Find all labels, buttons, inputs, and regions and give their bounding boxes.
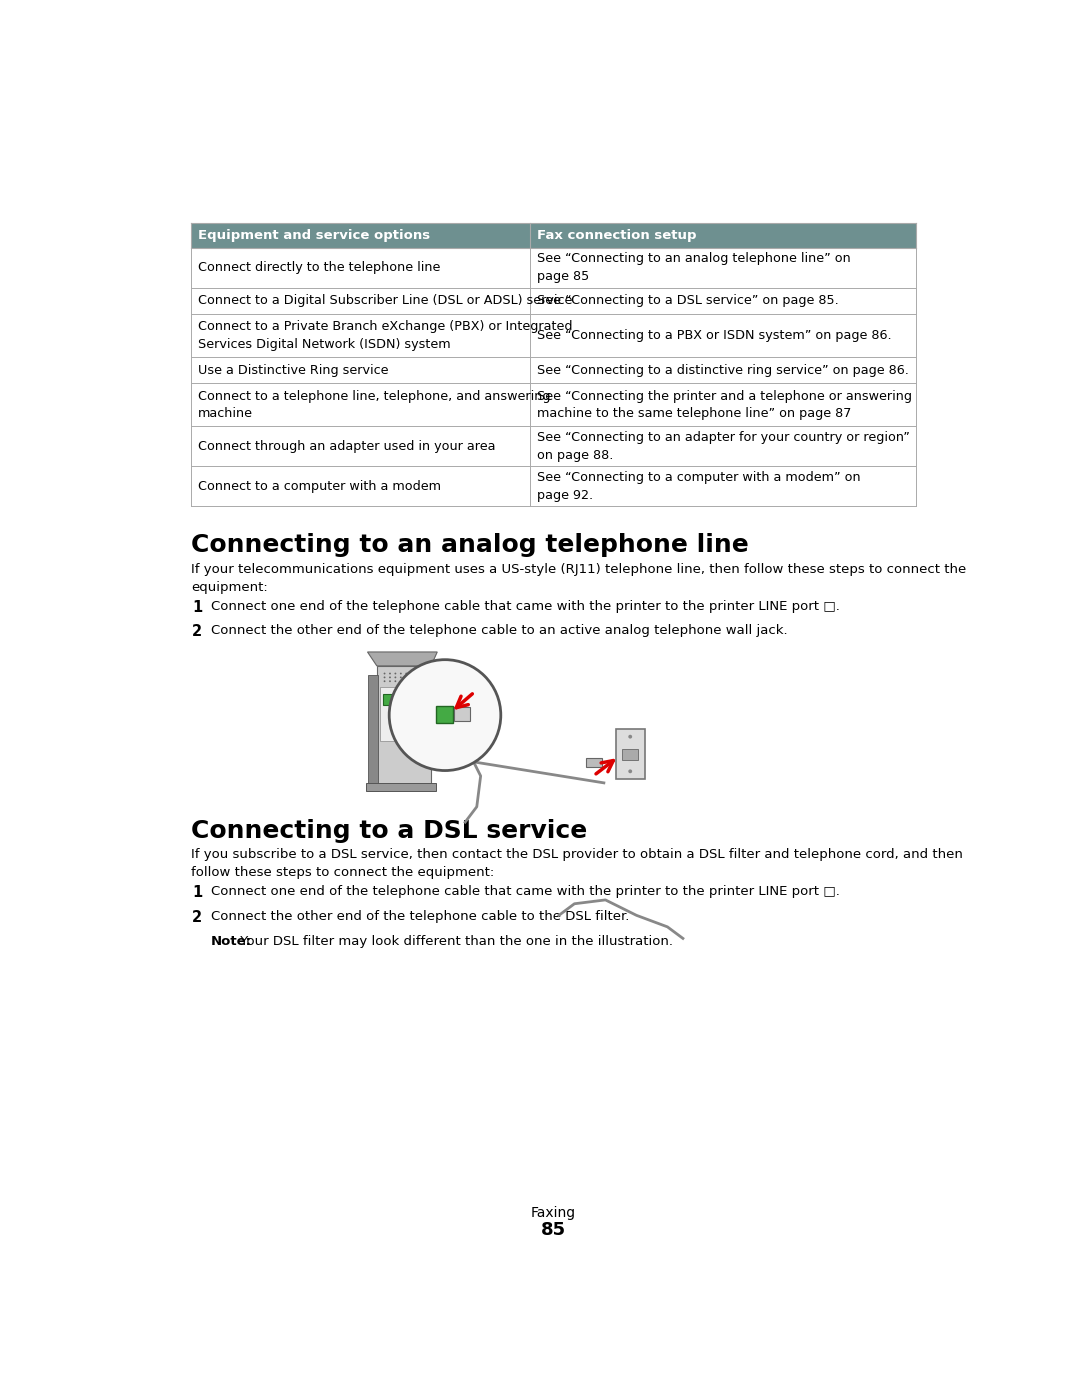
Text: Connect the other end of the telephone cable to an active analog telephone wall : Connect the other end of the telephone c… bbox=[211, 624, 787, 637]
Circle shape bbox=[400, 676, 402, 679]
Circle shape bbox=[389, 672, 391, 675]
Text: Connect to a computer with a modem: Connect to a computer with a modem bbox=[198, 481, 441, 493]
Circle shape bbox=[394, 676, 396, 679]
Text: Connect to a Digital Subscriber Line (DSL or ADSL) service: Connect to a Digital Subscriber Line (DS… bbox=[198, 295, 572, 307]
Bar bbox=[366, 782, 435, 791]
Text: Connecting to an analog telephone line: Connecting to an analog telephone line bbox=[191, 534, 748, 557]
Circle shape bbox=[405, 680, 407, 682]
Bar bbox=[191, 288, 916, 314]
Text: Connect the other end of the telephone cable to the DSL filter.: Connect the other end of the telephone c… bbox=[211, 909, 630, 923]
Text: 2: 2 bbox=[192, 909, 202, 925]
Text: See “Connecting to a computer with a modem” on
page 92.: See “Connecting to a computer with a mod… bbox=[537, 471, 861, 502]
Circle shape bbox=[389, 676, 391, 679]
Circle shape bbox=[400, 680, 402, 682]
Bar bbox=[455, 707, 470, 721]
Circle shape bbox=[405, 676, 407, 679]
Circle shape bbox=[383, 672, 386, 675]
Text: 1: 1 bbox=[192, 599, 203, 615]
Bar bbox=[435, 705, 453, 722]
Circle shape bbox=[410, 680, 413, 682]
Text: Connect to a telephone line, telephone, and answering
machine: Connect to a telephone line, telephone, … bbox=[198, 390, 551, 420]
Circle shape bbox=[410, 672, 413, 675]
Text: See “Connecting to an analog telephone line” on
page 85: See “Connecting to an analog telephone l… bbox=[537, 253, 851, 284]
Bar bbox=[622, 749, 638, 760]
Polygon shape bbox=[367, 652, 437, 666]
Text: 85: 85 bbox=[541, 1221, 566, 1239]
Bar bbox=[383, 694, 395, 705]
Bar bbox=[380, 686, 428, 740]
Text: Equipment and service options: Equipment and service options bbox=[198, 229, 430, 242]
Text: 1: 1 bbox=[192, 886, 203, 900]
Text: Note:: Note: bbox=[211, 935, 252, 947]
Bar bbox=[191, 383, 916, 426]
Circle shape bbox=[410, 676, 413, 679]
Text: 2: 2 bbox=[192, 624, 202, 640]
Bar bbox=[191, 314, 916, 358]
Text: See “Connecting the printer and a telephone or answering
machine to the same tel: See “Connecting the printer and a teleph… bbox=[537, 390, 913, 420]
Bar bbox=[428, 696, 442, 705]
Circle shape bbox=[383, 680, 386, 682]
Bar bbox=[616, 729, 645, 780]
Text: If your telecommunications equipment uses a US-style (RJ11) telephone line, then: If your telecommunications equipment use… bbox=[191, 563, 966, 594]
Circle shape bbox=[400, 672, 402, 675]
Text: Connect one end of the telephone cable that came with the printer to the printer: Connect one end of the telephone cable t… bbox=[211, 886, 840, 898]
Text: See “Connecting to an adapter for your country or region”
on page 88.: See “Connecting to an adapter for your c… bbox=[537, 432, 910, 461]
Circle shape bbox=[394, 672, 396, 675]
Text: Connect directly to the telephone line: Connect directly to the telephone line bbox=[198, 261, 441, 274]
Text: Connect to a Private Branch eXchange (PBX) or Integrated
Services Digital Networ: Connect to a Private Branch eXchange (PB… bbox=[198, 320, 572, 351]
Circle shape bbox=[389, 680, 391, 682]
Text: Connect one end of the telephone cable that came with the printer to the printer: Connect one end of the telephone cable t… bbox=[211, 599, 840, 613]
Bar bbox=[191, 467, 916, 507]
Circle shape bbox=[629, 770, 632, 774]
Text: Connecting to a DSL service: Connecting to a DSL service bbox=[191, 819, 588, 842]
Bar bbox=[191, 358, 916, 383]
Circle shape bbox=[629, 735, 632, 739]
Circle shape bbox=[405, 672, 407, 675]
Circle shape bbox=[389, 659, 501, 771]
Text: Faxing: Faxing bbox=[531, 1206, 576, 1220]
Text: See “Connecting to a DSL service” on page 85.: See “Connecting to a DSL service” on pag… bbox=[537, 295, 839, 307]
Bar bbox=[191, 426, 916, 467]
Text: See “Connecting to a distinctive ring service” on page 86.: See “Connecting to a distinctive ring se… bbox=[537, 363, 909, 377]
Text: Connect through an adapter used in your area: Connect through an adapter used in your … bbox=[198, 440, 496, 453]
Circle shape bbox=[394, 680, 396, 682]
Text: See “Connecting to a PBX or ISDN system” on page 86.: See “Connecting to a PBX or ISDN system”… bbox=[537, 330, 892, 342]
Circle shape bbox=[383, 676, 386, 679]
Bar bbox=[191, 247, 916, 288]
Bar bbox=[377, 666, 431, 787]
Text: Use a Distinctive Ring service: Use a Distinctive Ring service bbox=[198, 363, 389, 377]
Text: Your DSL filter may look different than the one in the illustration.: Your DSL filter may look different than … bbox=[235, 935, 673, 947]
Bar bbox=[367, 675, 378, 791]
Bar bbox=[191, 224, 916, 247]
Bar bbox=[586, 757, 602, 767]
Text: If you subscribe to a DSL service, then contact the DSL provider to obtain a DSL: If you subscribe to a DSL service, then … bbox=[191, 848, 962, 879]
Text: Fax connection setup: Fax connection setup bbox=[537, 229, 697, 242]
